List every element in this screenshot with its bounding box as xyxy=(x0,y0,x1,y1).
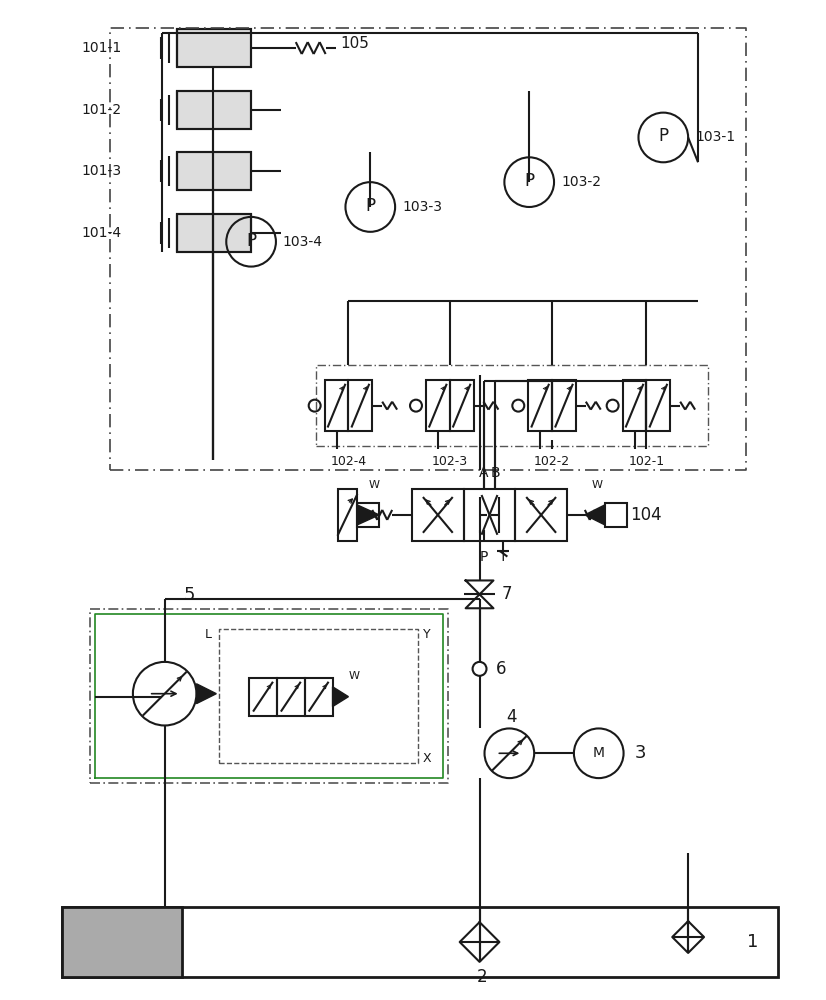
Text: 102-2: 102-2 xyxy=(534,455,570,468)
Bar xyxy=(647,380,670,431)
Text: T: T xyxy=(499,550,508,564)
Text: P: P xyxy=(479,550,487,564)
Bar xyxy=(449,380,473,431)
Text: P: P xyxy=(365,197,375,215)
Bar xyxy=(463,489,515,541)
Text: 102-4: 102-4 xyxy=(330,455,367,468)
Bar xyxy=(177,214,251,252)
Text: 103-2: 103-2 xyxy=(561,175,601,189)
Text: Y: Y xyxy=(423,628,430,641)
Bar xyxy=(426,380,449,431)
Bar xyxy=(177,152,251,190)
Text: 104: 104 xyxy=(630,506,662,524)
Polygon shape xyxy=(358,505,379,525)
Text: W: W xyxy=(368,480,380,490)
Text: W: W xyxy=(591,480,602,490)
Text: 3: 3 xyxy=(634,744,646,762)
Bar xyxy=(338,489,358,541)
Bar xyxy=(358,503,379,527)
Text: X: X xyxy=(423,752,431,765)
Text: 102-3: 102-3 xyxy=(432,455,468,468)
Bar xyxy=(277,678,305,716)
Polygon shape xyxy=(197,684,216,704)
Text: 103-3: 103-3 xyxy=(402,200,442,214)
Bar xyxy=(177,214,251,252)
Text: 101-4: 101-4 xyxy=(82,226,122,240)
Bar xyxy=(177,152,251,190)
Text: P: P xyxy=(525,172,534,190)
Text: 5: 5 xyxy=(183,586,195,604)
Polygon shape xyxy=(333,687,349,707)
Text: 6: 6 xyxy=(496,660,506,678)
Text: M: M xyxy=(593,746,605,760)
Bar xyxy=(623,380,647,431)
Bar xyxy=(177,91,251,129)
Text: A: A xyxy=(479,466,488,480)
Text: P: P xyxy=(246,232,256,250)
Text: 101-3: 101-3 xyxy=(82,164,122,178)
Text: L: L xyxy=(204,628,211,641)
Bar xyxy=(325,380,349,431)
Text: 2: 2 xyxy=(477,968,488,986)
Bar xyxy=(349,380,373,431)
Text: 1: 1 xyxy=(747,933,758,951)
Text: B: B xyxy=(491,466,501,480)
Bar xyxy=(177,29,251,67)
Text: 4: 4 xyxy=(506,708,516,726)
Bar xyxy=(412,489,463,541)
Bar xyxy=(305,678,333,716)
Bar xyxy=(249,678,277,716)
Text: P: P xyxy=(658,127,668,145)
Text: 105: 105 xyxy=(340,36,369,51)
Bar xyxy=(177,29,251,67)
Text: 103-1: 103-1 xyxy=(695,130,735,144)
Bar xyxy=(528,380,552,431)
Polygon shape xyxy=(585,505,605,525)
Text: 101-2: 101-2 xyxy=(82,103,122,117)
Text: 102-1: 102-1 xyxy=(629,455,664,468)
Bar xyxy=(605,503,627,527)
Text: W: W xyxy=(349,671,360,681)
Text: 101-1: 101-1 xyxy=(82,41,122,55)
Bar xyxy=(515,489,567,541)
Bar xyxy=(63,907,182,977)
Text: 7: 7 xyxy=(502,585,513,603)
Bar xyxy=(552,380,576,431)
Text: 103-4: 103-4 xyxy=(282,235,323,249)
Bar xyxy=(63,907,777,977)
Bar xyxy=(177,91,251,129)
